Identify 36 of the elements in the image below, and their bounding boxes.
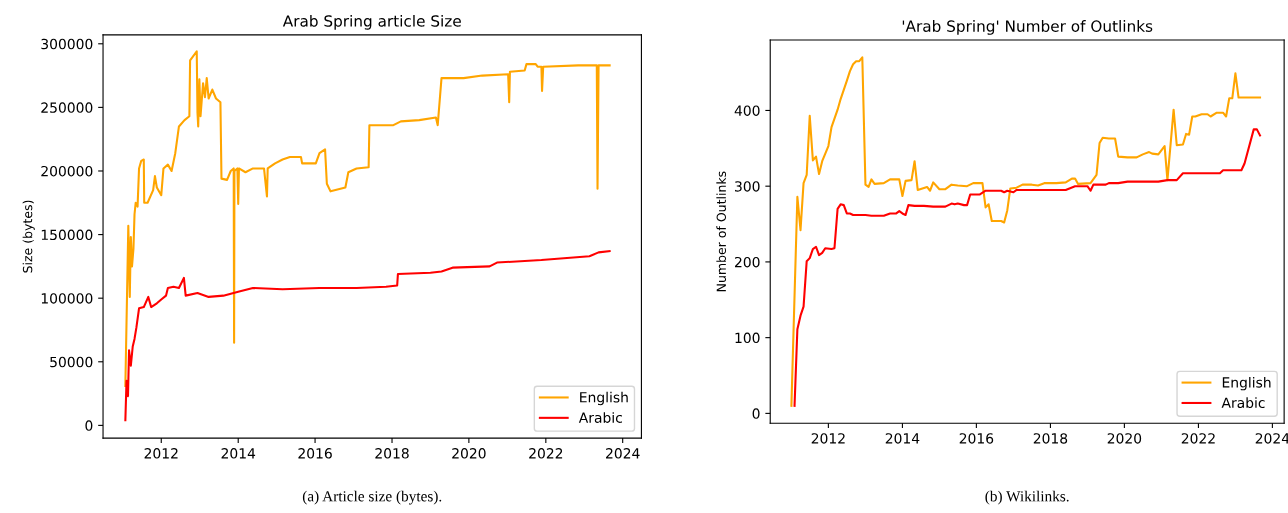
x-tick-label: 2016: [959, 433, 994, 444]
line-series: [124, 50, 611, 387]
y-tick-label: 100000: [41, 293, 93, 304]
y-tick-label: 0: [752, 408, 760, 419]
x-tick-label: 2014: [885, 433, 920, 444]
text: (a) Article size (bytes).: [302, 490, 442, 505]
x-tick-label: 2016: [298, 448, 332, 459]
legend-label: Arabic: [578, 412, 622, 423]
legend-label: English: [580, 391, 628, 406]
y-tick-label: 0: [85, 420, 93, 431]
y-axis-title: Number of Outlinks: [716, 171, 727, 292]
y-tick-label: 400: [734, 105, 760, 116]
x-tick-label: 2012: [144, 448, 178, 459]
text: (b) Wikilinks.: [985, 490, 1069, 505]
x-tick-label: 2020: [452, 448, 486, 459]
x-tick-label: 2024: [606, 448, 640, 459]
chart-title: 'Arab Spring' Number of Outlinks: [902, 20, 1153, 35]
y-tick-label: 200: [735, 256, 760, 268]
chart-title: Arab Spring article Size: [282, 14, 461, 30]
y-tick-label: 300: [735, 181, 760, 192]
x-tick-label: 2022: [1181, 433, 1215, 444]
y-tick-label: 200000: [41, 165, 93, 177]
x-tick-label: 2014: [221, 448, 256, 459]
y-tick-label: 150000: [41, 229, 93, 241]
y-tick-label: 300000: [41, 38, 93, 50]
x-tick-label: 2018: [375, 448, 409, 459]
x-tick-label: 2012: [811, 433, 845, 444]
legend-label: Arabic: [1221, 397, 1265, 409]
legend-label: English: [1222, 376, 1271, 391]
y-tick-label: 100: [735, 332, 760, 344]
y-tick-label: 250000: [41, 102, 93, 113]
y-axis-title: Size (bytes): [22, 200, 35, 273]
x-tick-label: 2018: [1033, 433, 1068, 444]
x-tick-label: 2022: [529, 448, 563, 459]
y-tick-label: 50000: [50, 356, 93, 368]
x-tick-label: 2020: [1107, 433, 1142, 444]
